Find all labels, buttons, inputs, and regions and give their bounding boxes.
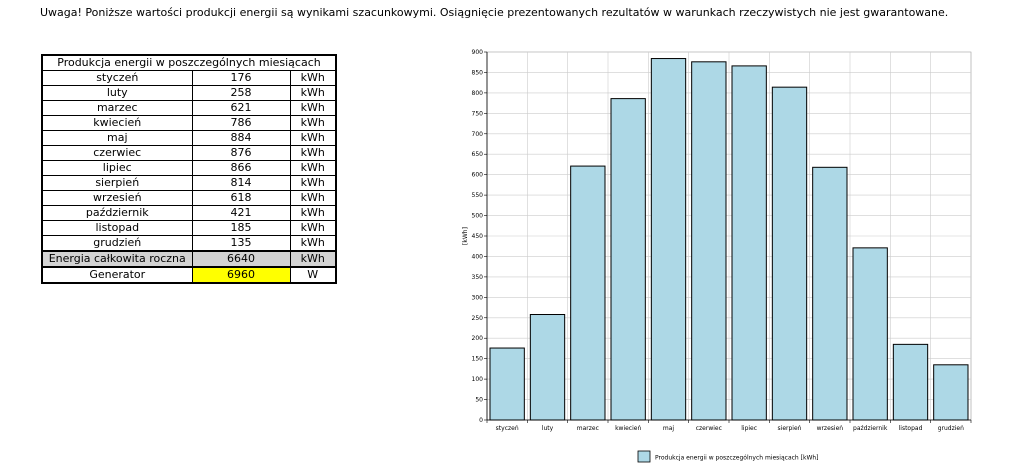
bar [731, 65, 767, 421]
table-row: grudzień 135 kWh [41, 235, 337, 252]
value-cell: 185 [191, 220, 291, 236]
bar [610, 98, 646, 421]
x-tick-label: styczeń [496, 425, 519, 432]
total-value: 6640 [191, 250, 291, 268]
bar [852, 247, 888, 421]
unit-cell: kWh [289, 85, 337, 101]
table-row-total: Energia całkowita roczna 6640 kWh [41, 250, 337, 268]
x-tick-label: marzec [577, 425, 599, 432]
x-tick-label: październik [853, 425, 888, 432]
bar [892, 343, 929, 421]
y-tick-label: 700 [472, 131, 484, 138]
y-tick-label: 350 [472, 274, 484, 281]
y-tick-label: 50 [475, 397, 483, 404]
value-cell: 866 [191, 160, 291, 176]
y-tick-label: 250 [472, 315, 484, 322]
unit-cell: kWh [289, 220, 337, 236]
value-cell: 786 [191, 115, 291, 131]
energy-production-table: Produkcja energii w poszczególnych miesi… [41, 54, 337, 284]
x-tick-label: listopad [899, 425, 923, 432]
unit-cell: kWh [289, 160, 337, 176]
table-row: czerwiec 876 kWh [41, 145, 337, 161]
unit-cell: kWh [289, 145, 337, 161]
bar [691, 61, 727, 421]
x-tick-label: czerwiec [696, 425, 722, 432]
generator-value: 6960 [191, 266, 291, 284]
table-row: wrzesień 618 kWh [41, 190, 337, 206]
y-tick-label: 800 [472, 90, 484, 97]
x-tick-label: luty [542, 425, 554, 432]
table-row: luty 258 kWh [41, 85, 337, 101]
y-tick-label: 850 [472, 69, 484, 76]
unit-cell: kWh [289, 70, 337, 86]
y-tick-label: 450 [472, 233, 484, 240]
bar [933, 364, 969, 421]
y-tick-label: 0 [479, 417, 483, 424]
y-tick-label: 650 [472, 151, 484, 158]
y-tick-label: 300 [472, 294, 484, 301]
disclaimer-notice: Uwaga! Poniższe wartości produkcji energ… [40, 6, 949, 19]
y-tick-label: 550 [472, 192, 484, 199]
x-tick-label: lipiec [741, 425, 757, 432]
month-cell: czerwiec [41, 145, 193, 161]
bar [650, 58, 687, 421]
y-tick-label: 150 [472, 356, 484, 363]
generator-label: Generator [41, 266, 193, 284]
y-tick-label: 400 [472, 253, 484, 260]
y-tick-label: 100 [472, 376, 484, 383]
month-cell: luty [41, 85, 193, 101]
bar [570, 165, 606, 421]
x-tick-label: grudzień [938, 425, 964, 432]
bar [771, 86, 808, 421]
x-tick-label: kwiecień [615, 425, 641, 432]
x-tick-label: wrzesień [817, 425, 844, 432]
table-row: listopad 185 kWh [41, 220, 337, 236]
unit-cell: kWh [289, 235, 337, 252]
month-cell: lipiec [41, 160, 193, 176]
value-cell: 421 [191, 205, 291, 221]
y-tick-label: 500 [472, 213, 484, 220]
total-unit: kWh [289, 250, 337, 268]
bar [489, 347, 525, 421]
x-tick-label: maj [663, 425, 675, 432]
month-cell: listopad [41, 220, 193, 236]
x-tick-label: sierpień [778, 425, 802, 432]
table-row: sierpień 814 kWh [41, 175, 337, 191]
table-row: październik 421 kWh [41, 205, 337, 221]
generator-unit: W [289, 266, 337, 284]
y-tick-label: 200 [472, 335, 484, 342]
value-cell: 618 [191, 190, 291, 206]
table-header: Produkcja energii w poszczególnych miesi… [41, 54, 337, 71]
y-tick-label: 750 [472, 110, 484, 117]
table-row-generator: Generator 6960 W [41, 266, 337, 284]
legend-swatch [637, 450, 651, 463]
legend-label: Produkcja energii w poszczególnych miesi… [655, 455, 819, 462]
y-axis-label: [kWh] [462, 227, 469, 245]
y-tick-label: 600 [472, 172, 484, 179]
table-row: maj 884 kWh [41, 130, 337, 146]
table-body: styczeń 176 kWh luty 258 kWh marzec 621 kWh kwiec… [41, 70, 337, 252]
y-tick-label: 900 [472, 49, 484, 56]
table-row: lipiec 866 kWh [41, 160, 337, 176]
bar [812, 166, 848, 421]
month-cell: wrzesień [41, 190, 193, 206]
bar [529, 314, 566, 421]
